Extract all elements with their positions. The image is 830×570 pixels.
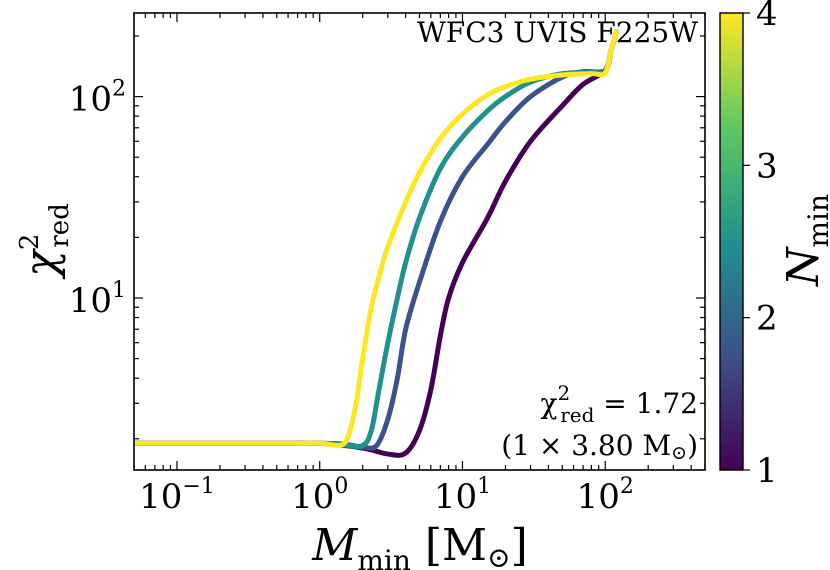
chi2-symbol: χ: [540, 387, 557, 420]
x-axis-label-unit: [M: [411, 520, 487, 570]
y-tick-label-base: 10: [69, 281, 112, 321]
chi2-sub: red: [560, 403, 594, 427]
y-tick-label: 101: [69, 278, 126, 321]
x-tick-label-exp: −1: [182, 474, 214, 499]
colorbar-label-sub: min: [802, 194, 830, 248]
mass-text: (1 × 3.80 M⊙): [501, 429, 698, 464]
colorbar-ticks: 1 2 3 4: [743, 0, 778, 491]
colorbar-label-n: N: [778, 246, 829, 287]
chi2-value: = 1.72: [594, 387, 698, 420]
x-tick-label-exp: 1: [477, 474, 491, 499]
y-tick-label-exp: 1: [112, 278, 126, 303]
x-axis-label-sub: min: [357, 544, 411, 570]
colorbar-tick-label: 4: [756, 0, 778, 34]
x-axis-label-m: M: [311, 520, 358, 570]
y-tick-label: 102: [69, 77, 126, 120]
y-axis-label-chi: χ: [16, 248, 67, 280]
y-axis-label: χ2red: [15, 203, 75, 280]
y-tick-label-exp: 2: [112, 77, 126, 102]
colorbar-tick-label: 1: [756, 451, 778, 491]
chi2-sup: 2: [557, 381, 570, 405]
chi2-annotation: χ2 red = 1.72 (1 × 3.80 M⊙): [501, 381, 698, 464]
x-tick-label: 10−1: [139, 474, 215, 517]
x-axis-sun: ⊙: [487, 541, 510, 570]
series-layer: [134, 29, 620, 458]
series-line-nmin-4: [134, 29, 620, 449]
series-line-nmin-3: [134, 29, 620, 450]
mass-close-paren: ): [687, 429, 698, 462]
x-tick-label-exp: 0: [334, 474, 348, 499]
y-axis-label-sub: red: [45, 203, 75, 247]
y-axis-label-sup: 2: [15, 234, 45, 251]
colorbar-label: Nmin: [778, 194, 830, 287]
y-tick-label-base: 10: [69, 80, 112, 120]
chart-title: WFC3 UVIS F225W: [417, 16, 698, 49]
sun-symbol: ⊙: [671, 442, 687, 464]
x-tick-label-base: 10: [139, 477, 182, 517]
x-axis-label: Mmin [M⊙]: [311, 520, 527, 570]
x-tick-label: 102: [577, 474, 634, 517]
x-tick-label-exp: 2: [620, 474, 634, 499]
colorbar-gradient: [719, 12, 744, 471]
chi2-value-text: χ2 red = 1.72: [540, 381, 698, 427]
mass-value: (1 × 3.80 M: [501, 429, 671, 462]
colorbar: 1 2 3 4 Nmin: [719, 0, 830, 491]
x-tick-label: 101: [434, 474, 491, 517]
x-tick-label-base: 10: [577, 477, 620, 517]
series-line-nmin-2: [134, 29, 620, 451]
colorbar-tick-label: 2: [756, 299, 778, 339]
x-tick-label-base: 10: [291, 477, 334, 517]
x-tick-label: 100: [291, 474, 348, 517]
colorbar-tick-label: 3: [756, 146, 778, 186]
x-axis-label-close: ]: [511, 520, 528, 570]
x-tick-label-base: 10: [434, 477, 477, 517]
